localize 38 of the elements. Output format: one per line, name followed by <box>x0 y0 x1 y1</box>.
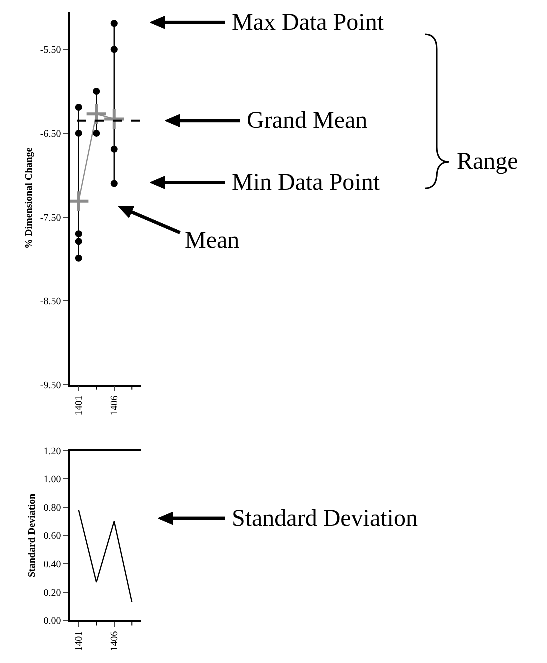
x-tick-label: 1406 <box>110 396 121 416</box>
y-tick-label: -7.50 <box>40 212 62 224</box>
text: Range <box>457 149 518 175</box>
x-tick-label: 1406 <box>110 631 121 652</box>
y-tick-label: 0.60 <box>44 531 62 542</box>
y-tick-label: 0.00 <box>44 616 62 628</box>
y-tick-label: 1.00 <box>44 474 62 486</box>
point <box>75 130 82 137</box>
point <box>75 230 82 238</box>
point <box>110 146 118 153</box>
point <box>75 104 82 111</box>
y-axis-title: % Dimensional Change <box>24 147 35 249</box>
text: Standard Deviation <box>232 506 418 532</box>
point <box>110 20 118 28</box>
y-tick-label: -8.50 <box>40 296 62 308</box>
point <box>110 180 118 188</box>
y-tick-label: -6.50 <box>40 128 62 140</box>
point <box>85 102 108 126</box>
point <box>93 130 100 137</box>
y-tick-label: 0.80 <box>44 502 62 514</box>
text: Grand Mean <box>247 108 368 134</box>
y-tick-label: 0.20 <box>44 588 62 599</box>
y-tick-label: -5.50 <box>40 45 62 56</box>
point <box>103 108 126 131</box>
point <box>93 88 100 96</box>
point <box>75 238 82 246</box>
text: Min Data Point <box>232 170 380 196</box>
y-tick-label: -9.50 <box>40 380 62 392</box>
line-series <box>78 510 133 603</box>
y-tick-label: 1.20 <box>44 446 62 458</box>
y-axis-title: Standard Deviation <box>27 493 38 578</box>
text: Max Data Point <box>232 10 384 36</box>
x-tick-label: 1401 <box>74 631 86 652</box>
point <box>110 46 118 54</box>
y-tick-label: 0.40 <box>44 560 62 571</box>
point <box>75 254 82 262</box>
x-tick-label: 1401 <box>74 396 86 416</box>
text: Mean <box>185 228 240 254</box>
